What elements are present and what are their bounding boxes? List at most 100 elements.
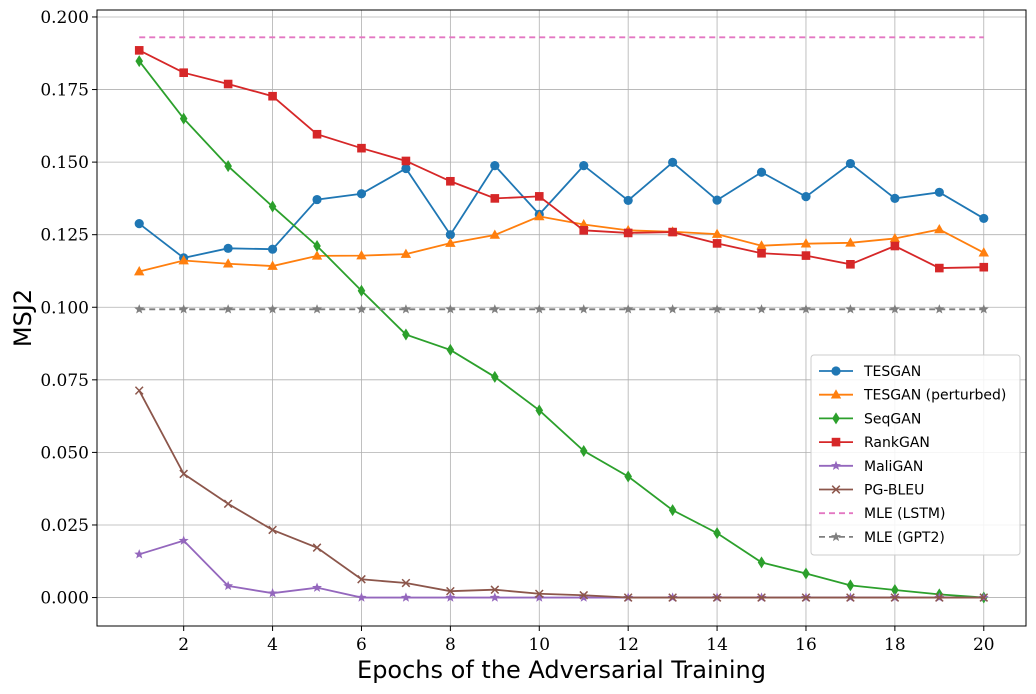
data-point-tesgan-perturbed <box>978 247 989 257</box>
data-point-tesgan-perturbed <box>800 238 812 248</box>
data-point-pg-bleu <box>134 386 144 395</box>
data-point-rankgan <box>268 91 277 101</box>
legend-label: MaliGAN <box>864 459 923 475</box>
data-point-seqgan <box>802 567 810 580</box>
data-point-tesgan-perturbed <box>356 250 367 260</box>
data-point-pg-bleu <box>490 585 500 595</box>
y-tick-label: 0.150 <box>40 153 89 173</box>
data-point-maligan <box>267 588 278 598</box>
data-point-mle-gpt2 <box>712 304 723 314</box>
series-line-pg-bleu <box>138 390 984 599</box>
data-point-tesgan <box>490 160 500 171</box>
data-point-tesgan <box>223 243 233 253</box>
series-mle-gpt2 <box>134 304 989 314</box>
data-point-rankgan <box>579 226 589 235</box>
data-point-seqgan <box>402 328 410 341</box>
data-point-mle-gpt2 <box>845 304 856 314</box>
y-tick-label: 0.025 <box>40 516 89 536</box>
data-point-seqgan <box>668 504 677 517</box>
x-marker-stroke <box>223 499 233 509</box>
data-point-seqgan <box>357 284 366 297</box>
data-point-tesgan-perturbed <box>178 255 189 265</box>
data-point-mle-gpt2 <box>756 304 767 314</box>
data-point-pg-bleu <box>846 593 855 602</box>
data-point-tesgan-perturbed <box>222 258 234 268</box>
x-marker-stroke <box>757 593 766 602</box>
data-point-tesgan-perturbed <box>489 229 501 239</box>
data-point-maligan <box>134 549 145 559</box>
x-marker-stroke <box>268 525 277 535</box>
data-point-pg-bleu <box>268 525 277 535</box>
x-tick-label: 16 <box>795 635 817 655</box>
x-marker-stroke <box>490 585 500 595</box>
data-point-maligan <box>400 592 411 602</box>
legend-marker <box>831 437 841 447</box>
data-point-tesgan <box>756 167 767 177</box>
data-point-seqgan <box>224 160 232 173</box>
data-point-tesgan <box>579 160 589 171</box>
legend-item-mle-gpt2: MLE (GPT2) <box>819 530 945 546</box>
legend: TESGAN TESGAN (perturbed) SeqGAN RankGAN Mal… <box>810 354 1021 556</box>
data-point-seqgan <box>757 556 766 569</box>
series-pg-bleu <box>134 386 989 602</box>
data-point-mle-gpt2 <box>134 304 145 314</box>
x-tick-label: 10 <box>528 635 550 655</box>
data-point-seqgan <box>135 55 144 68</box>
data-point-rankgan <box>979 262 989 272</box>
data-point-seqgan <box>179 112 188 125</box>
y-tick-label: 0.000 <box>40 589 89 609</box>
data-point-tesgan <box>845 158 856 169</box>
data-point-pg-bleu <box>401 578 411 588</box>
data-point-tesgan-perturbed <box>934 223 945 234</box>
x-tick-label: 14 <box>706 635 728 655</box>
legend-item-maligan: MaliGAN <box>819 459 923 475</box>
legend-item-mle-lstm: MLE (LSTM) <box>819 506 945 522</box>
data-point-mle-gpt2 <box>578 304 589 314</box>
axis-ticks: 2 4 6 8 10 12 14 16 18 20 0.000 0.025 0.050 0.075 0.10… <box>40 8 994 655</box>
data-point-maligan <box>178 535 189 545</box>
data-point-pg-bleu <box>801 593 811 602</box>
data-point-tesgan-perturbed <box>845 237 856 247</box>
x-marker-stroke <box>712 593 722 602</box>
data-point-maligan <box>534 592 545 602</box>
data-point-seqgan <box>846 579 855 592</box>
data-point-rankgan <box>223 79 233 89</box>
data-point-rankgan <box>668 227 677 237</box>
x-tick-label: 2 <box>178 635 189 655</box>
data-point-pg-bleu <box>934 593 944 602</box>
legend-marker <box>831 366 841 376</box>
series-seqgan <box>135 55 988 604</box>
data-point-rankgan <box>534 192 544 201</box>
y-tick-label: 0.075 <box>40 371 89 391</box>
data-point-mle-gpt2 <box>934 304 945 314</box>
data-point-maligan <box>223 580 234 591</box>
series-rankgan <box>134 46 989 273</box>
data-point-mle-gpt2 <box>356 304 367 314</box>
data-point-maligan <box>356 592 367 602</box>
legend-marker <box>831 531 841 542</box>
y-tick-label: 0.175 <box>40 81 89 101</box>
data-point-rankgan <box>134 46 144 55</box>
x-marker-stroke <box>312 543 322 552</box>
data-point-mle-gpt2 <box>312 304 322 314</box>
data-point-seqgan <box>579 444 588 457</box>
x-tick-label: 6 <box>356 635 367 655</box>
data-point-tesgan <box>356 189 367 199</box>
legend-label: TESGAN (perturbed) <box>863 388 1006 404</box>
data-point-pg-bleu <box>223 499 233 509</box>
data-point-mle-gpt2 <box>223 304 234 314</box>
data-point-rankgan <box>446 176 455 186</box>
x-tick-label: 20 <box>973 635 995 655</box>
x-tick-label: 18 <box>884 635 906 655</box>
data-point-rankgan <box>846 259 855 269</box>
data-point-pg-bleu <box>712 593 722 602</box>
y-tick-label: 0.100 <box>40 298 89 318</box>
data-point-maligan <box>578 592 589 602</box>
data-point-rankgan <box>179 68 188 78</box>
data-point-maligan <box>489 592 500 602</box>
data-point-tesgan <box>312 194 322 205</box>
data-point-mle-gpt2 <box>267 304 278 314</box>
